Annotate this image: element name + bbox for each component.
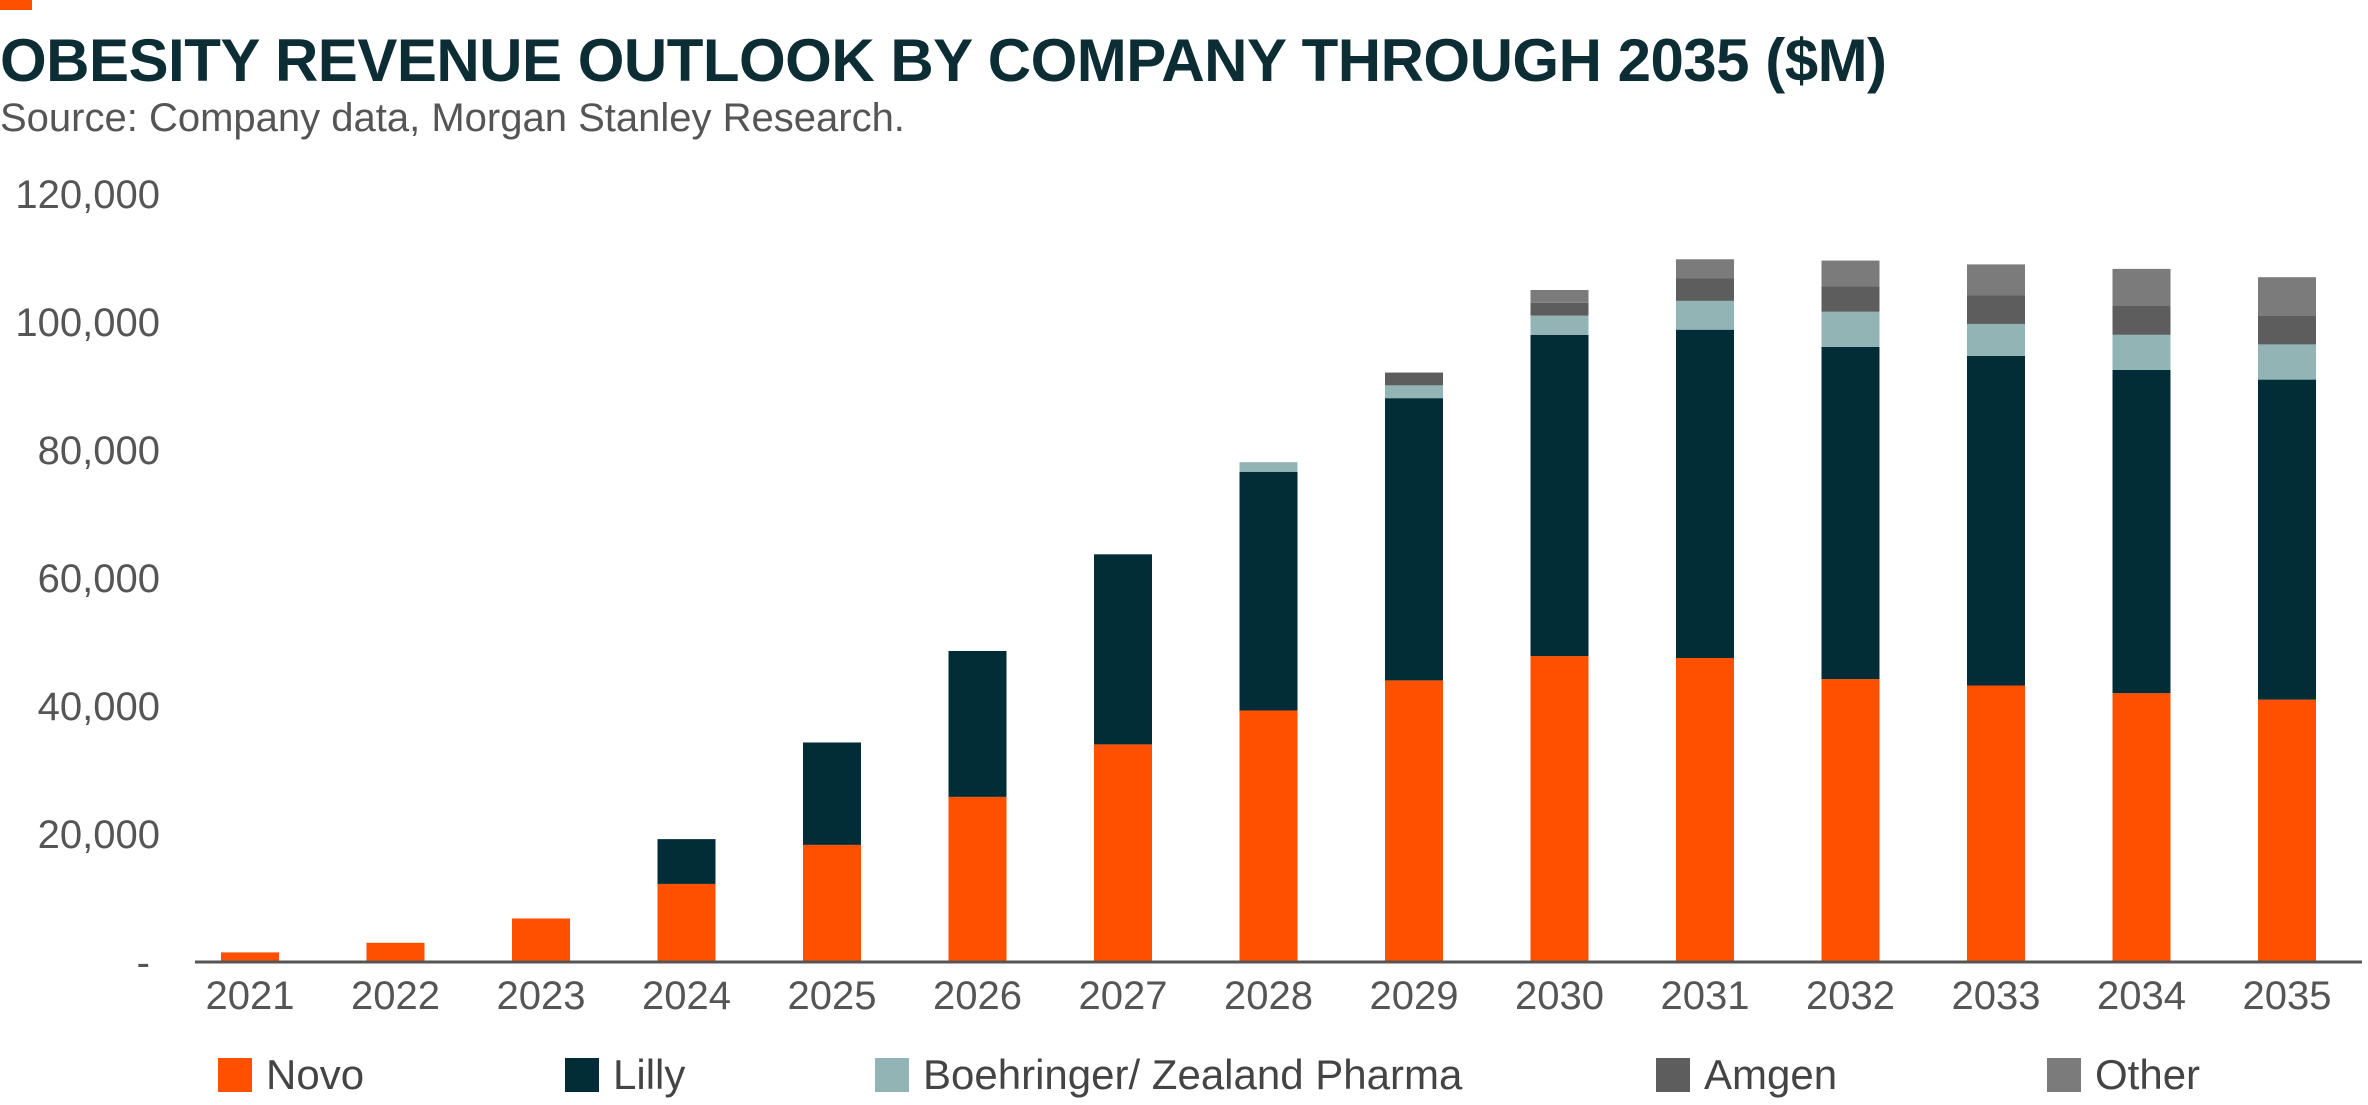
legend-swatch-lilly [565,1058,599,1092]
bar-segment-amgen-2031 [1676,278,1734,301]
bar-segment-novo-2023 [512,918,570,962]
bar-segment-other-2034 [2112,268,2171,306]
bar-segment-novo-2022 [366,942,425,962]
bar-segment-amgen-2030 [1530,302,1589,316]
bar-segment-amgen-2035 [2258,315,2316,345]
y-tick-label: 100,000 [15,301,160,345]
bar-segment-lilly-2024 [657,839,716,884]
bar-segment-amgen-2033 [1967,295,2025,324]
x-tick-label: 2029 [1370,974,1459,1018]
bar-segment-lilly-2029 [1385,398,1443,681]
bar-segment-boehringer-zealand-pharma-2033 [1967,323,2025,356]
legend-item-boehringer-zealand: Boehringer/ Zealand Pharma [875,1050,1462,1100]
bar-segment-boehringer-zealand-pharma-2034 [2112,334,2171,370]
x-tick-label: 2023 [497,974,586,1018]
bar-segment-novo-2026 [948,796,1007,962]
bar-segment-novo-2029 [1385,680,1443,962]
bar-segment-novo-2027 [1094,744,1152,962]
x-tick-label: 2028 [1224,974,1313,1018]
x-tick-label: 2035 [2243,974,2332,1018]
x-tick-label: 2025 [788,974,877,1018]
bar-segment-lilly-2026 [948,650,1007,797]
bar-segment-novo-2021 [221,952,279,962]
legend-item-other: Other [2047,1050,2200,1100]
x-tick-label: 2026 [933,974,1022,1018]
bar-segment-other-2031 [1676,259,1734,279]
x-tick-label: 2034 [2097,974,2186,1018]
y-tick-label: 80,000 [38,429,160,473]
legend-label-lilly: Lilly [613,1051,686,1098]
bar-segment-novo-2025 [803,844,861,962]
bar-segment-boehringer-zealand-pharma-2028 [1239,462,1298,472]
y-tick-label: 60,000 [38,557,160,601]
x-tick-label: 2031 [1661,974,1750,1018]
bar-segment-amgen-2032 [1821,286,1880,312]
x-tick-label: 2021 [206,974,295,1018]
legend-label-other: Other [2095,1051,2201,1098]
chart-subtitle: Source: Company data, Morgan Stanley Res… [0,96,905,140]
legend-swatch-novo [218,1058,252,1092]
legend-label-novo: Novo [266,1051,365,1098]
x-tick-label: 2022 [351,974,440,1018]
bar-segment-novo-2033 [1967,685,2025,962]
bar-segment-novo-2032 [1821,679,1880,962]
bar-segment-amgen-2029 [1385,372,1443,386]
bar-segment-boehringer-zealand-pharma-2035 [2258,344,2316,380]
bar-segment-other-2035 [2258,277,2316,316]
bar-segment-boehringer-zealand-pharma-2032 [1821,311,1880,347]
bar-segment-lilly-2033 [1967,355,2025,686]
bar-segment-other-2033 [1967,264,2025,296]
chart-legend: Novo Lilly Boehringer/ Zealand Pharma Am… [0,1050,2368,1100]
x-tick-label: 2033 [1952,974,2041,1018]
bar-segment-other-2032 [1821,260,1880,287]
accent-bar [0,0,32,10]
y-tick-label: - [137,941,150,985]
bar-segment-lilly-2025 [803,742,861,845]
bar-segment-boehringer-zealand-pharma-2030 [1530,315,1589,335]
legend-label-boehringer-zealand: Boehringer/ Zealand Pharma [923,1051,1463,1098]
bar-segment-lilly-2031 [1676,329,1734,658]
bar-segment-lilly-2027 [1094,554,1152,745]
bar-segment-novo-2031 [1676,658,1734,962]
legend-label-amgen: Amgen [1704,1051,1838,1098]
legend-item-lilly: Lilly [565,1050,685,1100]
bar-segment-lilly-2035 [2258,379,2316,700]
bar-segment-novo-2035 [2258,699,2316,962]
legend-swatch-boehringer-zealand [875,1058,909,1092]
bar-segment-novo-2030 [1530,656,1589,962]
y-tick-label: 40,000 [38,685,160,729]
y-tick-label: 20,000 [38,813,160,857]
bar-segment-novo-2024 [657,883,716,962]
x-tick-label: 2030 [1515,974,1604,1018]
x-tick-label: 2024 [642,974,731,1018]
legend-item-amgen: Amgen [1656,1050,1837,1100]
bar-segment-amgen-2034 [2112,306,2171,335]
bar-segment-boehringer-zealand-pharma-2031 [1676,300,1734,330]
x-tick-label: 2032 [1806,974,1895,1018]
x-tick-label: 2027 [1079,974,1168,1018]
chart-title: OBESITY REVENUE OUTLOOK BY COMPANY THROU… [0,27,1887,94]
bar-segment-lilly-2028 [1239,471,1298,711]
legend-item-novo: Novo [218,1050,364,1100]
legend-swatch-other [2047,1058,2081,1092]
bar-segment-boehringer-zealand-pharma-2029 [1385,385,1443,399]
bar-segment-novo-2028 [1239,710,1298,962]
y-tick-label: 120,000 [15,173,160,217]
bar-segment-other-2030 [1530,290,1589,303]
bar-segment-lilly-2032 [1821,346,1880,680]
bar-segment-lilly-2034 [2112,370,2171,694]
legend-swatch-amgen [1656,1058,1690,1092]
bar-segment-lilly-2030 [1530,334,1589,657]
stacked-bar-chart: - 20,000 40,000 60,000 80,000 100,000 120,000 2… [15,173,2362,1018]
bar-segment-novo-2034 [2112,693,2171,962]
